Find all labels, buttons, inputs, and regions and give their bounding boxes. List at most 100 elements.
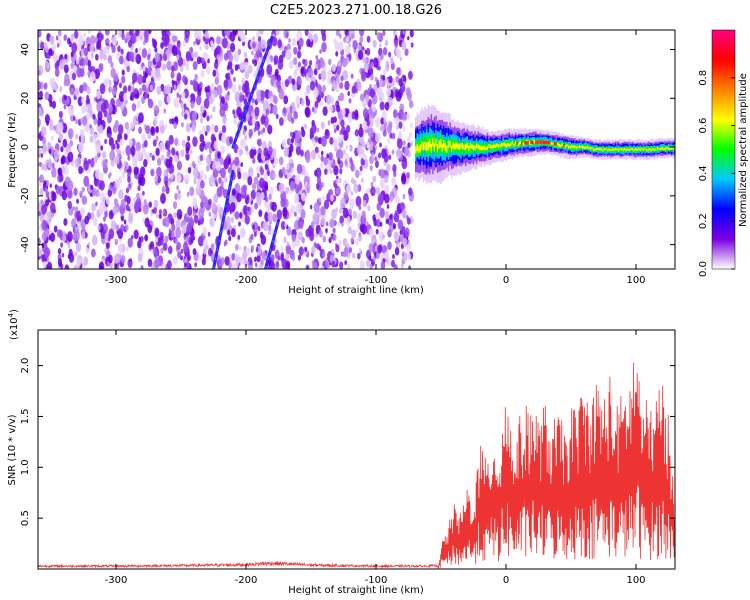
snr-y-label: SNR (10 * v/v) <box>7 414 18 485</box>
streak-mark <box>232 37 273 148</box>
noise-mark <box>304 30 309 36</box>
noise-mark <box>86 97 91 105</box>
noise-mark <box>372 187 376 194</box>
noise-mark <box>76 198 79 204</box>
noise-mark <box>252 41 256 49</box>
noise-mark <box>234 156 240 167</box>
noise-mark <box>58 229 64 238</box>
noise-mark <box>127 176 131 183</box>
noise-mark <box>206 124 210 132</box>
noise-mark <box>365 259 370 268</box>
noise-mark <box>327 69 332 78</box>
noise-mark <box>332 227 336 234</box>
band-mark <box>581 145 584 149</box>
noise-mark <box>283 116 287 123</box>
noise-mark <box>255 246 259 253</box>
noise-mark <box>362 108 369 119</box>
noise-mark <box>317 153 321 160</box>
noise-mark <box>40 199 44 205</box>
noise-mark <box>379 169 385 179</box>
noise-mark <box>184 30 190 39</box>
noise-mark <box>257 225 261 232</box>
noise-mark <box>260 192 265 201</box>
noise-mark <box>369 264 373 269</box>
noise-mark <box>265 108 270 116</box>
noise-mark <box>57 167 62 176</box>
band-mark <box>617 149 620 152</box>
noise-mark <box>177 84 182 92</box>
noise-mark <box>315 167 322 179</box>
noise-mark <box>280 245 284 252</box>
noise-mark <box>376 219 381 228</box>
noise-mark <box>328 104 333 113</box>
band-mark <box>669 147 671 150</box>
noise-mark <box>267 211 274 222</box>
noise-mark <box>206 115 210 122</box>
noise-mark <box>47 141 51 149</box>
noise-mark <box>335 104 341 113</box>
band-mark <box>625 149 628 152</box>
noise-mark <box>45 199 49 207</box>
noise-mark <box>382 47 388 56</box>
band-mark <box>634 147 637 151</box>
noise-mark <box>393 264 398 269</box>
noise-mark <box>53 125 57 131</box>
noise-mark <box>244 70 250 80</box>
noise-mark <box>250 233 254 240</box>
band-mark <box>415 146 417 154</box>
noise-mark <box>229 31 236 43</box>
noise-mark <box>352 252 356 259</box>
noise-mark <box>90 248 96 258</box>
noise-mark <box>175 227 182 239</box>
noise-mark <box>89 124 92 129</box>
noise-mark <box>80 207 85 217</box>
noise-mark <box>374 160 379 168</box>
noise-mark <box>240 138 246 149</box>
spectrogram-frame <box>37 29 676 270</box>
x-tick-label: 0 <box>503 575 509 586</box>
noise-mark <box>120 103 125 111</box>
noise-mark <box>256 172 260 178</box>
noise-mark <box>200 180 205 189</box>
noise-mark <box>205 164 210 172</box>
band-mark <box>552 142 554 145</box>
noise-mark <box>380 74 383 79</box>
band-mark <box>625 146 628 152</box>
noise-mark <box>262 220 269 232</box>
colorbar-gradient <box>711 29 736 270</box>
noise-mark <box>358 205 362 211</box>
noise-mark <box>369 165 373 171</box>
noise-mark <box>130 86 134 92</box>
noise-mark <box>222 115 227 125</box>
noise-mark <box>294 211 297 217</box>
noise-mark <box>168 228 172 234</box>
band-mark <box>471 143 473 149</box>
noise-mark <box>358 247 362 253</box>
noise-mark <box>77 43 82 52</box>
noise-mark <box>106 77 110 83</box>
noise-mark <box>244 214 250 225</box>
noise-mark <box>348 146 352 151</box>
noise-mark <box>398 78 403 87</box>
noise-mark <box>38 80 41 91</box>
noise-mark <box>375 228 379 235</box>
noise-mark <box>331 208 337 220</box>
noise-mark <box>44 91 50 101</box>
noise-mark <box>111 36 118 46</box>
noise-mark <box>345 36 350 43</box>
noise-mark <box>231 84 237 93</box>
noise-mark <box>383 153 389 163</box>
noise-mark <box>186 191 190 197</box>
band-mark <box>424 141 426 150</box>
band-mark <box>522 139 525 146</box>
noise-mark <box>407 142 411 149</box>
noise-mark <box>353 166 356 171</box>
band-mark <box>419 144 422 153</box>
noise-mark <box>391 259 396 268</box>
noise-mark <box>141 133 146 142</box>
noise-mark <box>243 98 248 106</box>
noise-mark <box>78 34 84 46</box>
noise-mark <box>38 237 41 247</box>
noise-mark <box>63 64 69 74</box>
